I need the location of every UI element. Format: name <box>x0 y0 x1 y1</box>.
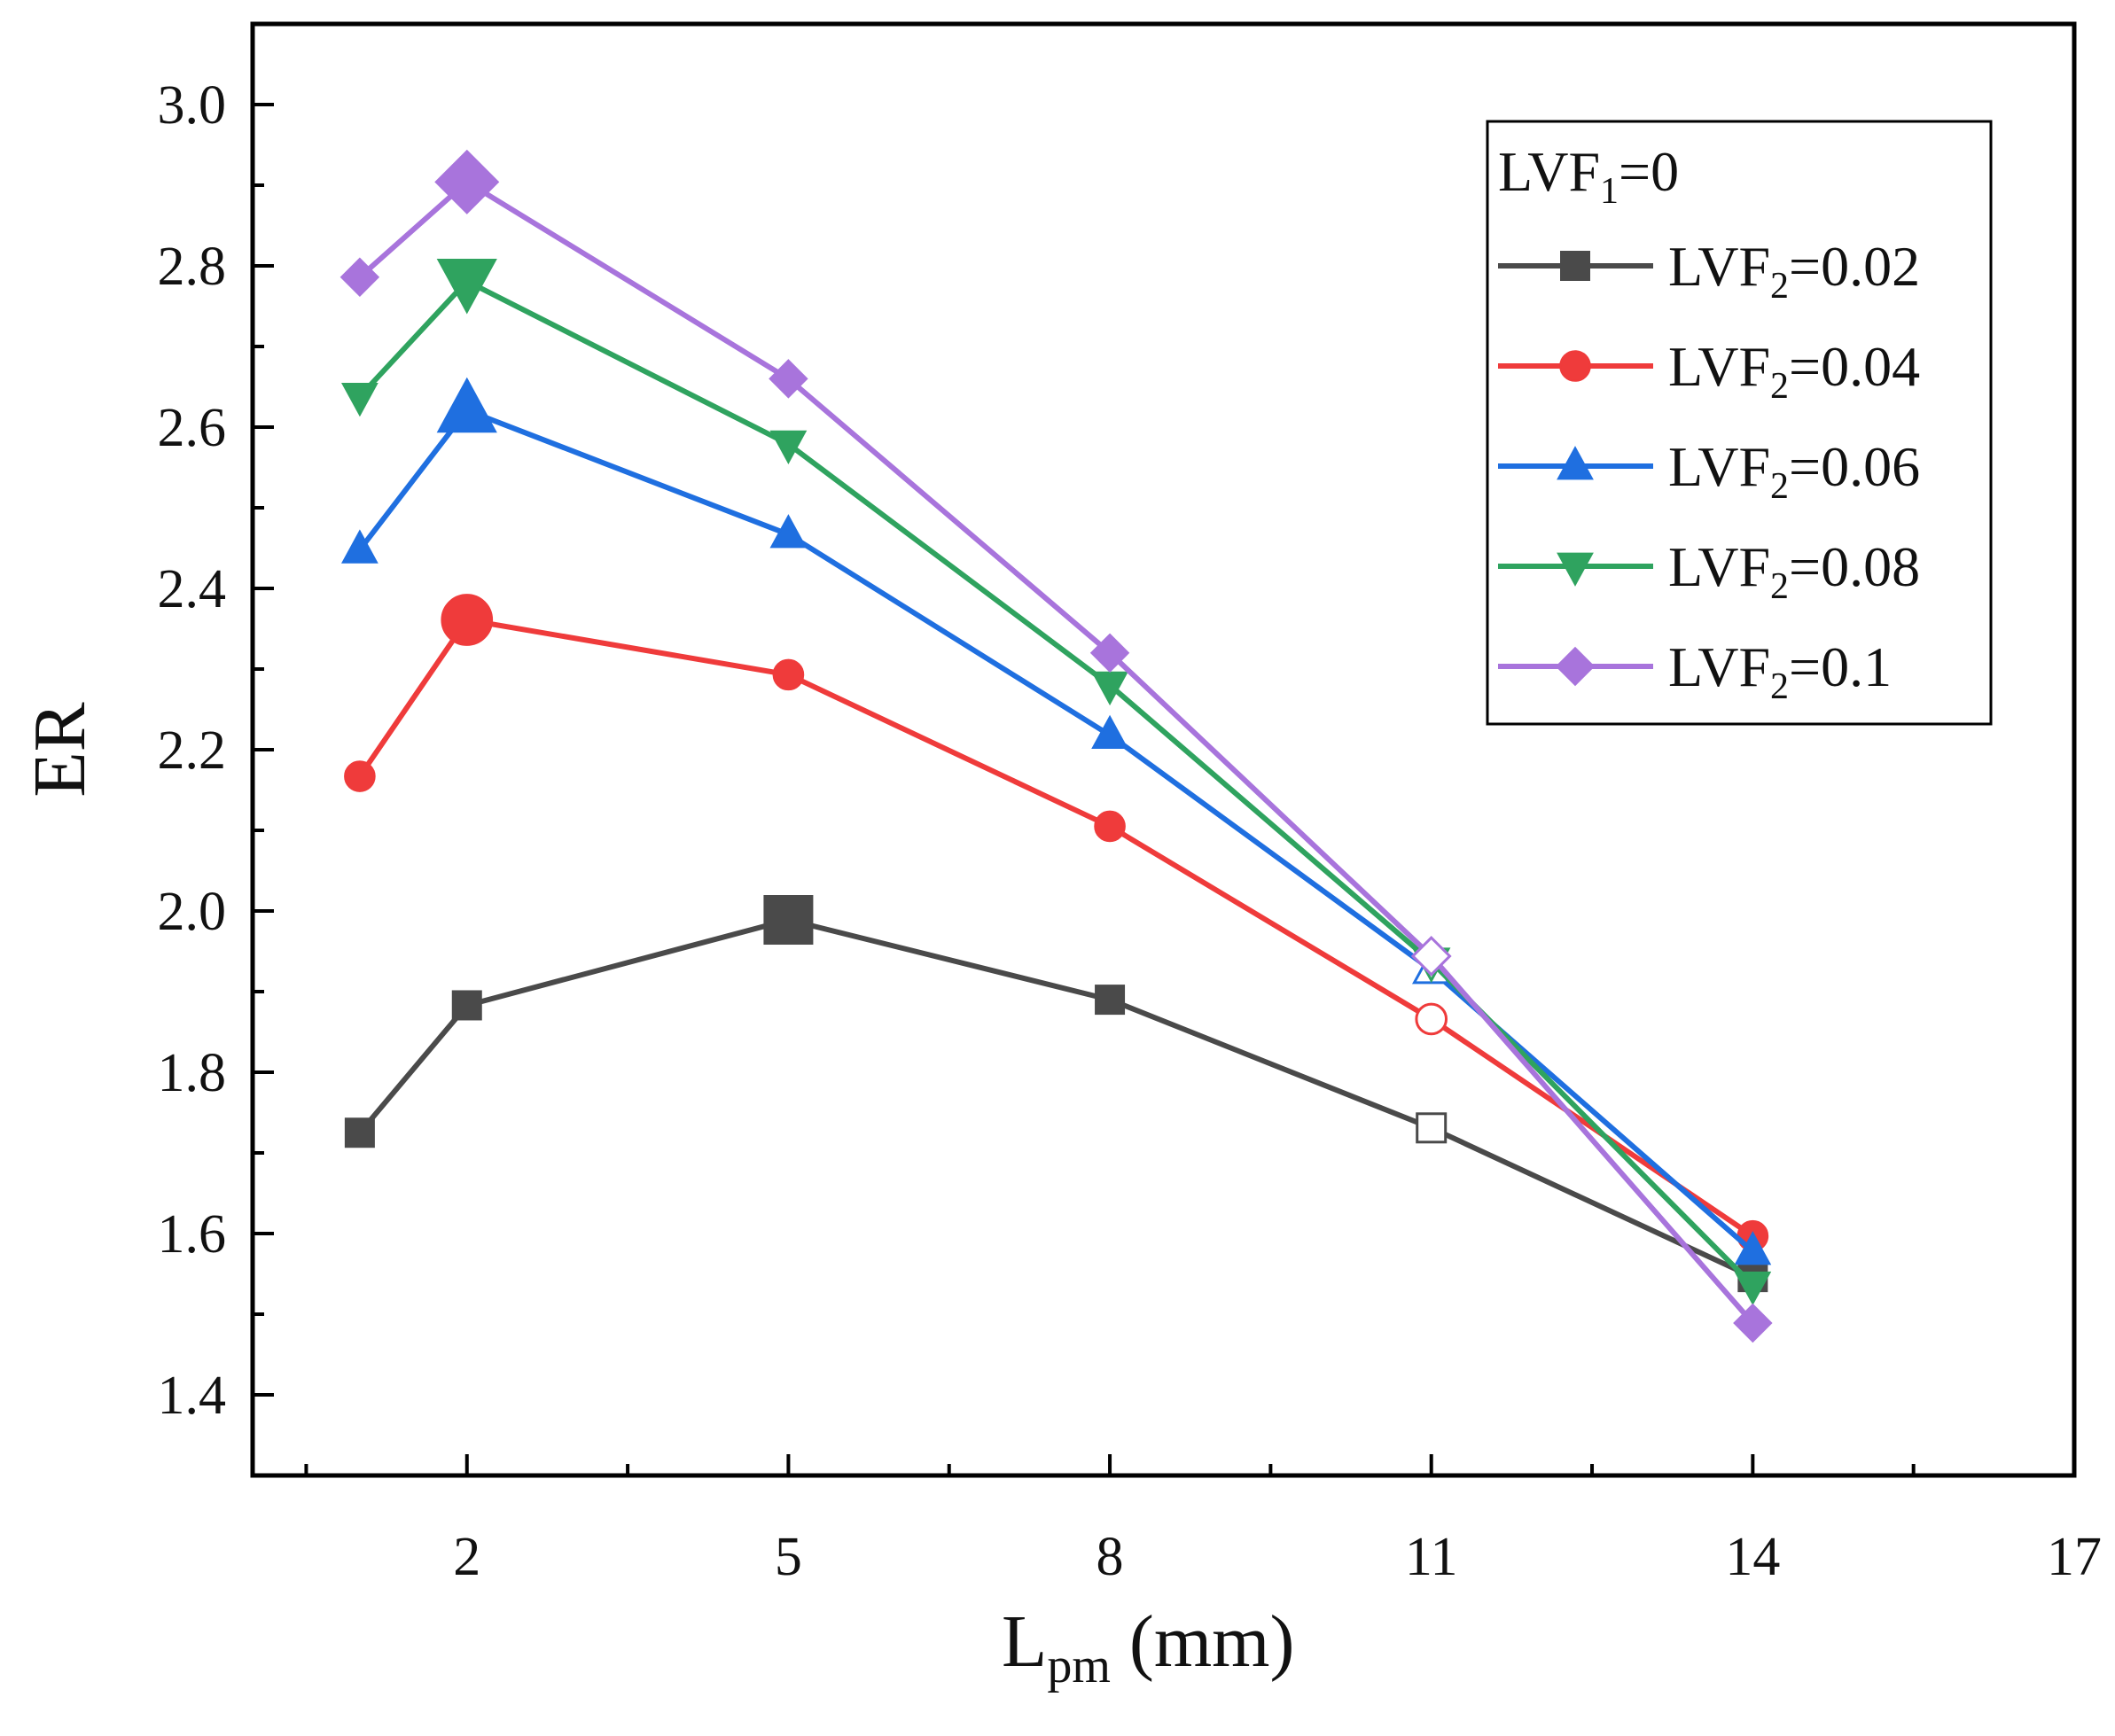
x-tick-label: 14 <box>1725 1527 1780 1587</box>
series-line <box>357 917 1754 1280</box>
y-axis-label: ER <box>19 702 101 797</box>
data-point <box>1734 1271 1772 1306</box>
x-axis-label-unit: (mm) <box>1111 1600 1295 1683</box>
data-point <box>763 895 814 946</box>
data-point <box>772 658 805 691</box>
legend-label: LVF2=0.08 <box>1668 535 1920 607</box>
y-tick-label: 1.4 <box>158 1366 227 1426</box>
data-point <box>339 257 380 297</box>
x-axis-label-sub: pm <box>1047 1639 1111 1693</box>
legend-marker <box>1557 552 1594 587</box>
axes: 2 5 8 11 14 17 1.4 1.6 1.8 2.0 2.2 2.4 2.6 2.8 3.0 <box>158 75 2103 1587</box>
data-point <box>436 258 497 315</box>
data-point <box>340 383 379 417</box>
y-tick-label: 2.6 <box>158 398 227 458</box>
x-axis-label-main: L <box>1002 1600 1047 1683</box>
data-point <box>441 594 494 646</box>
data-point <box>769 359 808 399</box>
data-point <box>1416 1112 1448 1144</box>
series-line <box>357 617 1755 1239</box>
y-tick-label: 1.8 <box>158 1043 227 1103</box>
data-point <box>769 430 808 464</box>
y-tick-label: 2.2 <box>158 720 227 781</box>
data-point <box>769 514 808 549</box>
legend-label: LVF2=0.1 <box>1668 635 1892 707</box>
legend-label: LVF2=0.06 <box>1668 435 1920 507</box>
x-tick-label: 2 <box>453 1527 480 1587</box>
data-point <box>1094 810 1126 843</box>
data-point <box>1089 633 1130 673</box>
series-4 <box>339 149 1773 1343</box>
x-axis-label: Lpm (mm) <box>1002 1600 1295 1693</box>
x-tick-label: 11 <box>1405 1527 1458 1587</box>
data-point <box>1091 714 1128 750</box>
x-tick-label: 8 <box>1097 1527 1124 1587</box>
legend-title: LVF1=0 <box>1498 140 1679 212</box>
legend-label: LVF2=0.02 <box>1668 235 1920 307</box>
data-point <box>1095 985 1126 1016</box>
legend-title-rest: =0 <box>1619 140 1679 203</box>
x-tick-label: 17 <box>2047 1527 2102 1587</box>
data-point <box>434 149 500 214</box>
y-tick-label: 2.4 <box>158 559 227 619</box>
legend-marker <box>1560 251 1590 281</box>
data-point <box>451 990 482 1021</box>
y-tick-label: 1.6 <box>158 1204 227 1265</box>
legend-title-main: LVF <box>1498 140 1600 203</box>
y-tick-label: 3.0 <box>158 75 227 136</box>
y-tick-label: 2.0 <box>158 882 227 942</box>
plot-marks <box>339 149 1773 1343</box>
legend-box <box>1486 120 1993 726</box>
series-1 <box>344 594 1769 1252</box>
data-point <box>436 377 497 433</box>
data-point <box>340 529 379 564</box>
legend-label: LVF2=0.04 <box>1668 335 1920 407</box>
legend-marker <box>1555 646 1596 687</box>
data-point <box>1410 936 1452 977</box>
legend: LVF1=0 LVF2=0.02 LVF2=0.04 LVF2=0.06 LVF2=0… <box>1486 120 1993 726</box>
data-point <box>1415 1002 1448 1036</box>
series-line <box>357 179 1755 1325</box>
data-point <box>344 760 376 792</box>
x-tick-label: 5 <box>775 1527 802 1587</box>
y-tick-label: 2.8 <box>158 237 227 297</box>
legend-title-sub: 1 <box>1600 171 1619 212</box>
legend-marker <box>1557 446 1594 480</box>
data-point <box>1734 1231 1772 1265</box>
data-point <box>1733 1303 1773 1343</box>
data-point <box>344 1117 375 1148</box>
legend-marker <box>1559 350 1591 382</box>
